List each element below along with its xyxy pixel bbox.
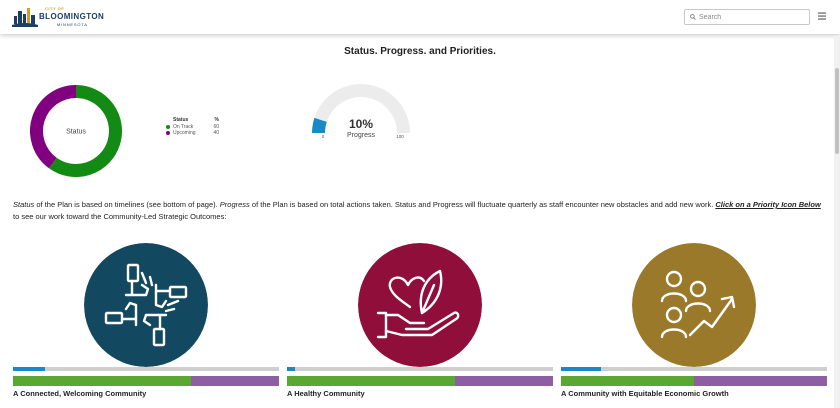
gauge-max-label: 100	[396, 134, 404, 139]
priority-circle-bg	[84, 243, 208, 367]
priority-progress-fill	[287, 367, 295, 371]
gauge-value-label: 10%	[349, 117, 373, 131]
status-legend: Status % On Track 60 Upcoming 40	[166, 117, 219, 137]
priority-card-connected: A Connected, Welcoming Community	[13, 243, 279, 398]
desc-status-term: Status	[13, 200, 35, 209]
donut-segment-upcoming	[30, 85, 77, 169]
status-on-track-segment	[561, 376, 694, 386]
legend-value-on-track: 60	[213, 123, 219, 130]
status-donut-chart: Status	[30, 85, 122, 177]
legend-dot-on-track	[166, 124, 170, 129]
legend-item-upcoming: Upcoming 40	[166, 130, 219, 137]
gauge-caption: Progress	[347, 132, 376, 139]
priority-title[interactable]: A Connected, Welcoming Community	[13, 389, 147, 398]
priority-status-bar	[287, 376, 553, 386]
legend-item-on-track: On Track 60	[166, 124, 219, 131]
status-upcoming-segment	[454, 376, 553, 386]
legend-value-upcoming: 40	[213, 130, 219, 137]
priority-progress-bar	[13, 367, 279, 371]
legend-label-upcoming: Upcoming	[173, 130, 196, 137]
desc-text-1: of the Plan is based on timelines (see b…	[34, 200, 220, 209]
gauge-track	[312, 84, 410, 133]
plan-description: Status of the Plan is based on timelines…	[13, 199, 827, 222]
logo-state-text: MINNESOTA	[57, 22, 88, 27]
status-on-track-segment	[13, 376, 192, 386]
people-growth-icon	[660, 270, 736, 339]
priority-progress-fill	[561, 367, 601, 371]
gauge-min-label: 0	[322, 134, 325, 139]
priority-icon-link[interactable]: Click on a Priority Icon Below	[715, 200, 821, 209]
search-icon	[690, 14, 696, 20]
donut-center-label: Status	[66, 129, 86, 136]
priority-status-bar	[561, 376, 827, 386]
menu-icon[interactable]	[817, 11, 827, 21]
priority-progress-fill	[13, 367, 45, 371]
search-input[interactable]	[699, 13, 804, 21]
desc-progress-term: Progress	[219, 200, 250, 209]
page-scrollbar[interactable]	[834, 36, 840, 408]
status-upcoming-segment	[191, 376, 279, 386]
status-on-track-segment	[287, 376, 455, 386]
desc-text-2: of the Plan is based on total actions ta…	[249, 200, 716, 209]
priority-card-economic: A Community with Equitable Economic Grow…	[561, 243, 827, 398]
priority-icon-connected[interactable]	[84, 243, 208, 367]
donut-segment-on-track	[48, 85, 122, 177]
gauge-fill	[312, 117, 327, 133]
site-header: CITY OF BLOOMINGTON MINNESOTA	[0, 0, 840, 34]
legend-header-label: Status	[173, 117, 189, 124]
search-box[interactable]	[684, 9, 810, 25]
priority-card-healthy: A Healthy Community	[287, 243, 553, 398]
skyline-icon	[12, 8, 38, 27]
priority-progress-bar	[287, 367, 553, 371]
joined-hands-icon	[104, 263, 188, 347]
priority-status-bar	[13, 376, 279, 386]
progress-gauge: 10% Progress 0 100	[312, 84, 410, 139]
legend-header-value: %	[214, 117, 219, 124]
logo-name-text: BLOOMINGTON	[39, 12, 105, 21]
page-title: Status. Progress. and Priorities.	[344, 46, 496, 57]
hand-heart-leaf-icon	[376, 269, 460, 339]
scrollbar-thumb[interactable]	[835, 68, 839, 154]
status-upcoming-segment	[694, 376, 827, 386]
priority-icon-healthy[interactable]	[358, 243, 482, 367]
priority-progress-bar	[561, 367, 827, 371]
priority-title[interactable]: A Community with Equitable Economic Grow…	[561, 389, 729, 398]
desc-text-3: to see our work toward the Community-Led…	[13, 211, 227, 221]
logo-city-text: CITY OF	[45, 6, 65, 11]
priority-title[interactable]: A Healthy Community	[287, 389, 365, 398]
city-logo[interactable]: CITY OF BLOOMINGTON MINNESOTA	[12, 5, 104, 29]
legend-header: Status %	[166, 117, 219, 124]
priority-icon-economic[interactable]	[632, 243, 756, 367]
legend-dot-upcoming	[166, 131, 170, 136]
legend-label-on-track: On Track	[173, 123, 194, 130]
